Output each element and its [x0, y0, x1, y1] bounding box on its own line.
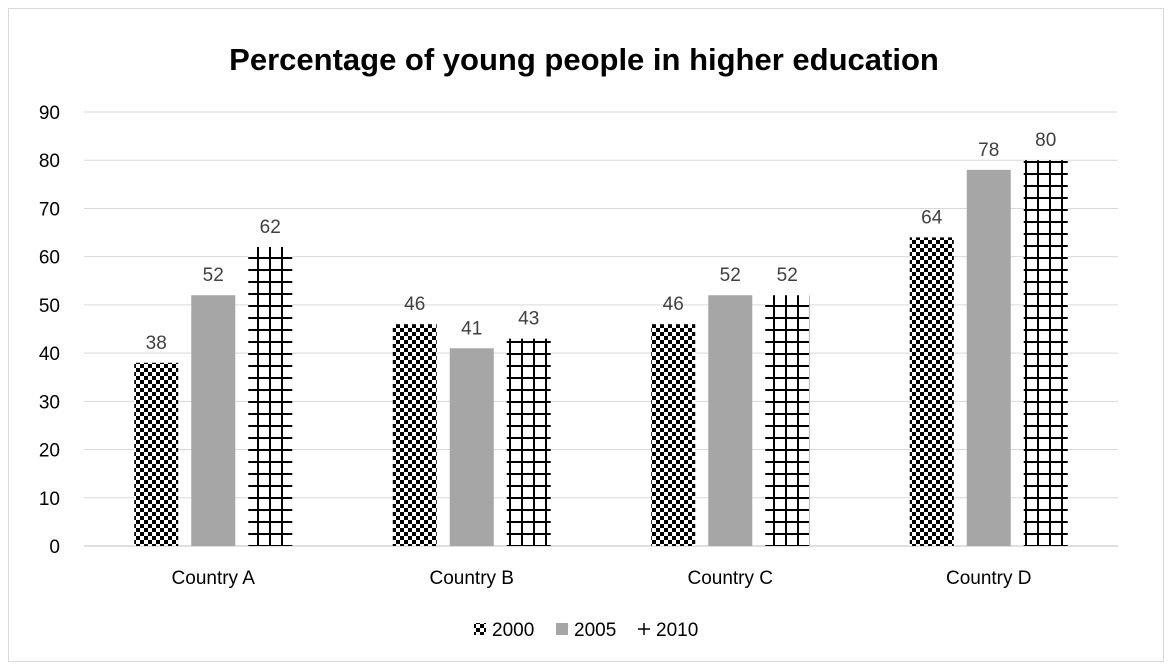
data-label: 52 [720, 265, 741, 286]
x-tick-label: Country A [172, 568, 256, 589]
bar-2000-country-d [909, 237, 954, 546]
y-tick-label: 60 [39, 248, 60, 269]
y-tick-label: 0 [49, 537, 60, 558]
y-tick-label: 30 [39, 392, 60, 413]
x-tick-label: Country B [430, 568, 514, 589]
legend-label-2000: 2000 [492, 620, 534, 641]
y-tick-label: 70 [39, 199, 60, 220]
legend-label-2010: 2010 [656, 620, 698, 641]
bar-2010-country-b [506, 338, 551, 546]
bar-2000-country-b [392, 324, 437, 546]
legend-label-2005: 2005 [574, 620, 616, 641]
data-label: 78 [978, 140, 999, 161]
data-label: 46 [663, 294, 684, 315]
data-label: 52 [777, 265, 798, 286]
chart-title: Percentage of young people in higher edu… [229, 42, 939, 77]
bars [134, 160, 1068, 546]
y-tick-label: 90 [39, 103, 60, 124]
x-tick-label: Country D [946, 568, 1032, 589]
y-tick-label: 10 [39, 489, 60, 510]
data-label: 41 [461, 318, 482, 339]
bar-2005-country-b [449, 348, 494, 546]
x-tick-label: Country C [687, 568, 773, 589]
data-label: 64 [921, 207, 943, 228]
y-tick-label: 20 [39, 441, 60, 462]
bar-2005-country-c [708, 295, 753, 546]
y-tick-label: 50 [39, 296, 60, 317]
y-tick-label: 40 [39, 344, 60, 365]
gridlines [84, 111, 1118, 547]
bar-2010-country-a [248, 247, 293, 546]
data-label: 62 [260, 217, 281, 238]
legend: 2000 2005 2010 [474, 620, 698, 641]
data-label: 80 [1035, 130, 1056, 151]
data-label: 43 [518, 309, 539, 330]
data-labels: 38 52 62 46 41 43 46 52 52 64 78 80 [146, 130, 1057, 354]
bar-2010-country-c [765, 295, 810, 546]
x-axis-ticks: Country A Country B Country C Country D [172, 568, 1032, 589]
bar-2000-country-a [134, 362, 179, 546]
y-tick-label: 80 [39, 151, 60, 172]
data-label: 46 [404, 294, 425, 315]
bar-2005-country-d [966, 169, 1011, 546]
bar-2005-country-a [191, 295, 236, 546]
legend-swatch-2000 [474, 623, 486, 635]
legend-swatch-2005 [556, 623, 568, 635]
bar-2010-country-d [1023, 160, 1068, 546]
bar-2000-country-c [651, 324, 696, 546]
data-label: 38 [146, 333, 167, 354]
data-label: 52 [203, 265, 224, 286]
y-axis-ticks: 0 10 20 30 40 50 60 70 80 90 [39, 103, 60, 558]
